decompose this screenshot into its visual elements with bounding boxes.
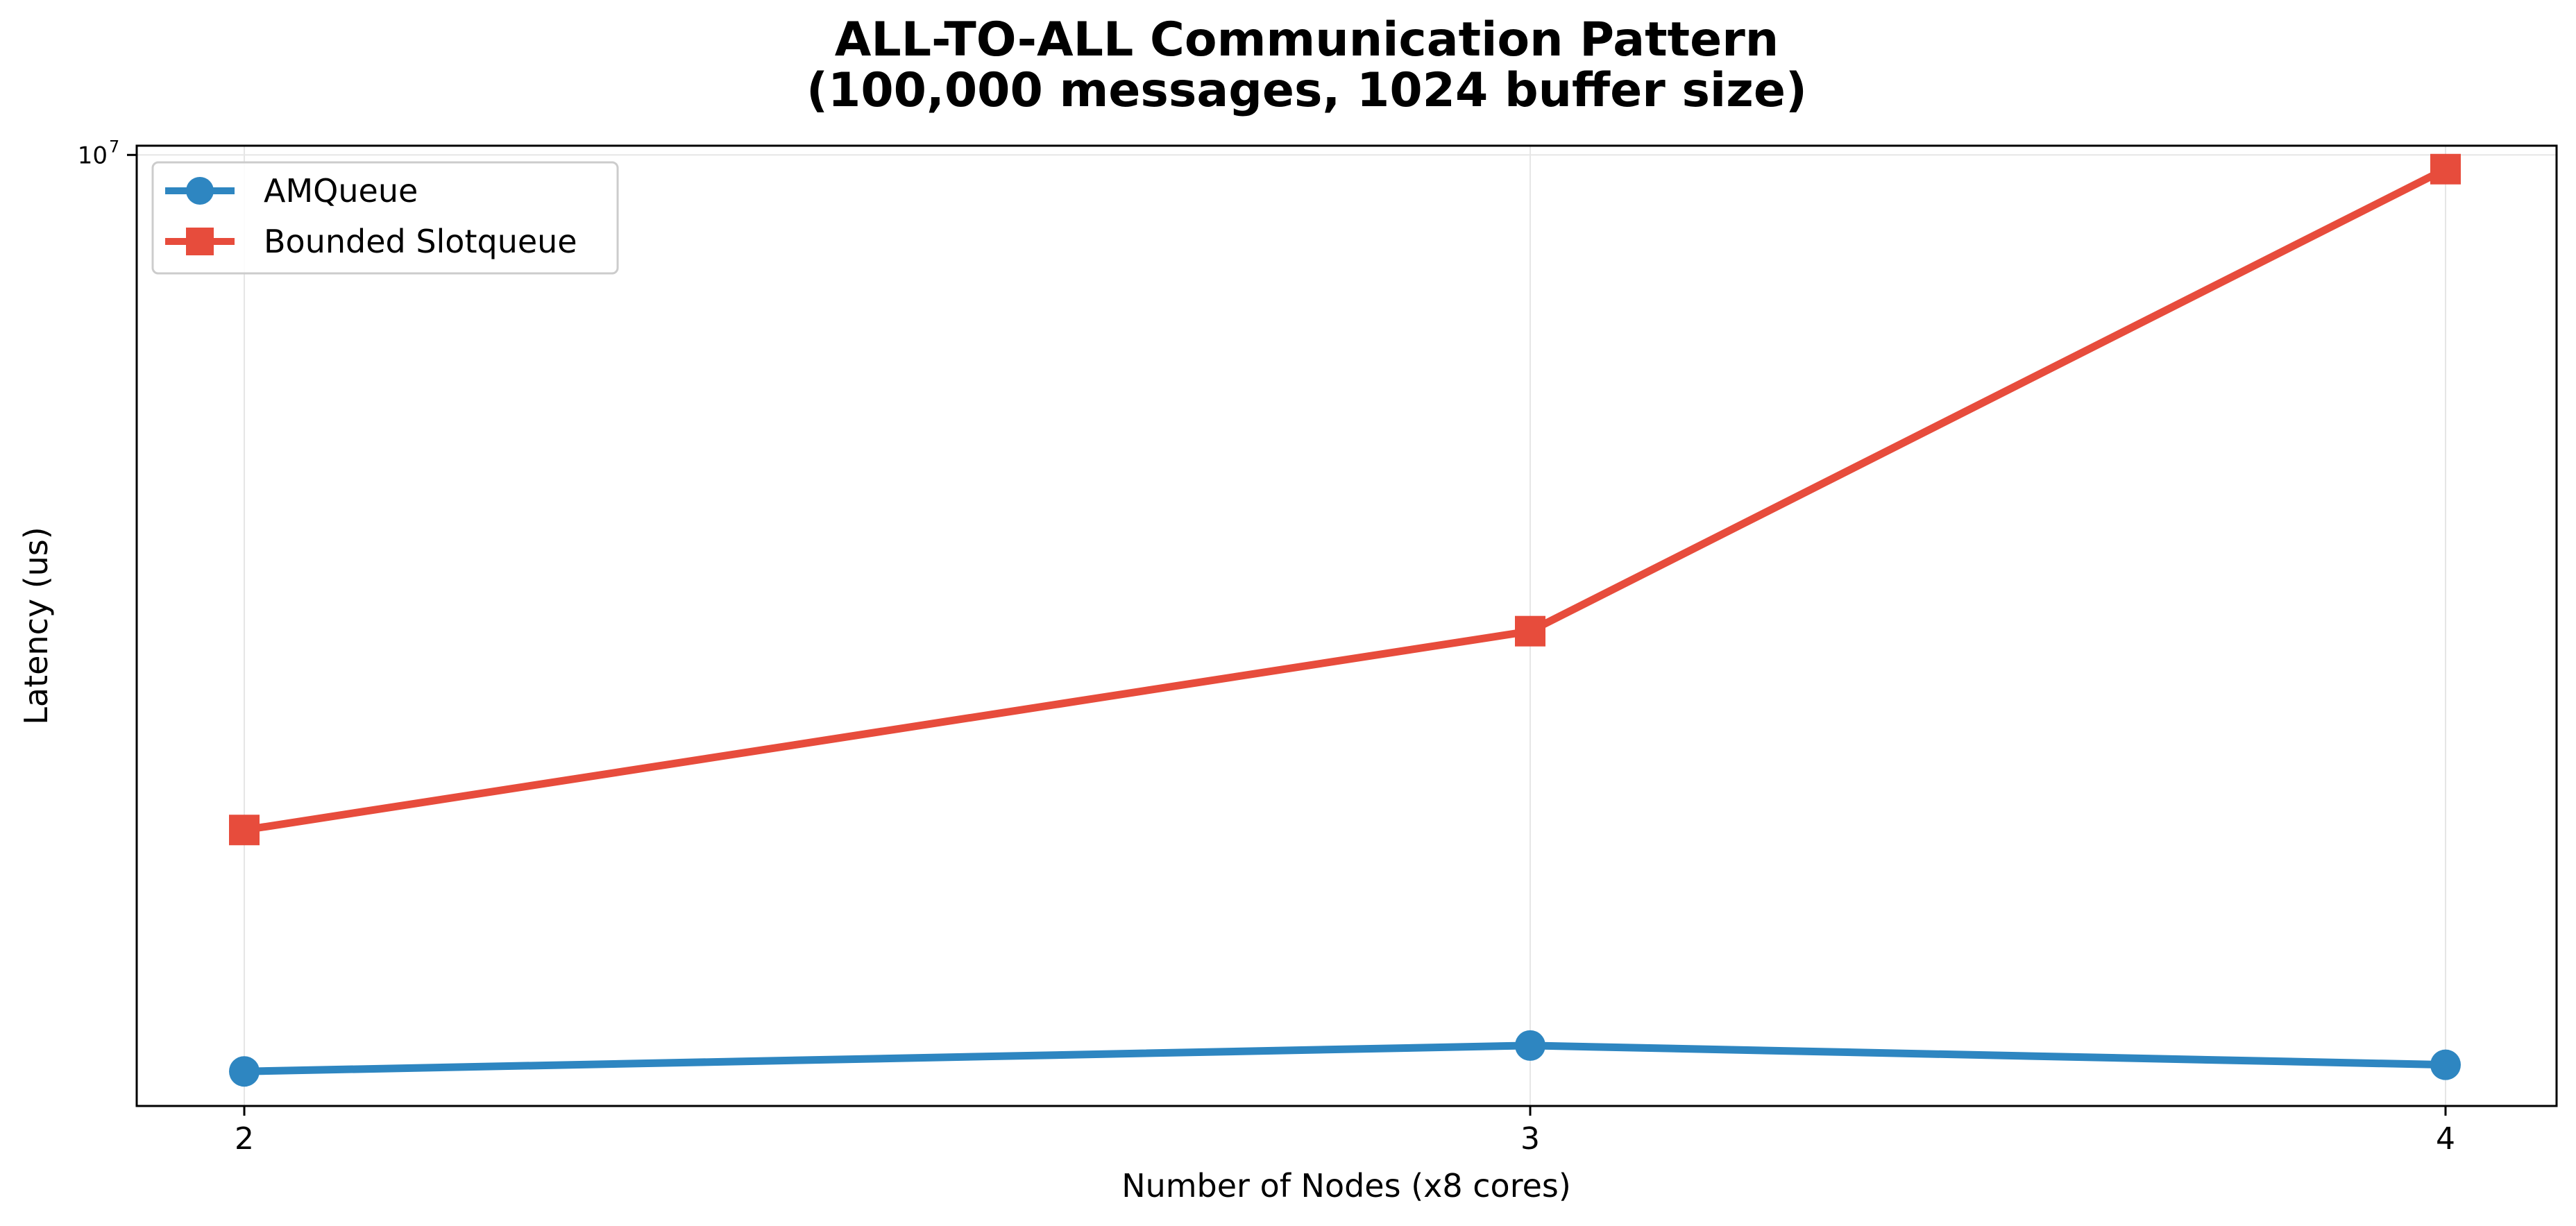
x-tick-label: 4 — [2436, 1121, 2455, 1157]
chart-title-line-1: ALL-TO-ALL Communication Pattern — [835, 12, 1779, 67]
x-tick-label: 3 — [1520, 1121, 1540, 1157]
grid — [137, 146, 2557, 1106]
series-line-amqueue — [240, 1041, 2450, 1075]
legend-marker-bounded-slotqueue — [186, 228, 214, 255]
legend-label-amqueue: AMQueue — [264, 172, 418, 210]
y-tick-exponent: 7 — [109, 137, 119, 156]
x-axis-label: Number of Nodes (x8 cores) — [1121, 1167, 1571, 1204]
x-tick-label: 2 — [235, 1121, 254, 1157]
data-point-bounded-slotqueue — [229, 815, 260, 846]
x-axis-ticks: 2 3 4 — [235, 1106, 2455, 1157]
series-layer — [229, 153, 2461, 1087]
legend-box — [151, 161, 619, 275]
y-axis-label: Latency (us) — [17, 527, 55, 724]
legend-marker-amqueue — [186, 177, 214, 205]
data-point-amqueue — [2430, 1049, 2461, 1080]
data-point-bounded-slotqueue — [2430, 153, 2461, 185]
legend: AMQueue Bounded Slotqueue — [151, 161, 619, 275]
y-axis-ticks: 10 7 — [78, 137, 137, 169]
data-point-amqueue — [229, 1056, 260, 1087]
y-tick-label: 10 — [78, 142, 108, 169]
chart-title-line-2: (100,000 messages, 1024 buffer size) — [806, 63, 1807, 118]
plot-frame — [135, 144, 2558, 1107]
legend-label-bounded-slotqueue: Bounded Slotqueue — [264, 223, 577, 260]
data-point-amqueue — [1515, 1030, 1545, 1061]
data-point-bounded-slotqueue — [1515, 615, 1545, 647]
